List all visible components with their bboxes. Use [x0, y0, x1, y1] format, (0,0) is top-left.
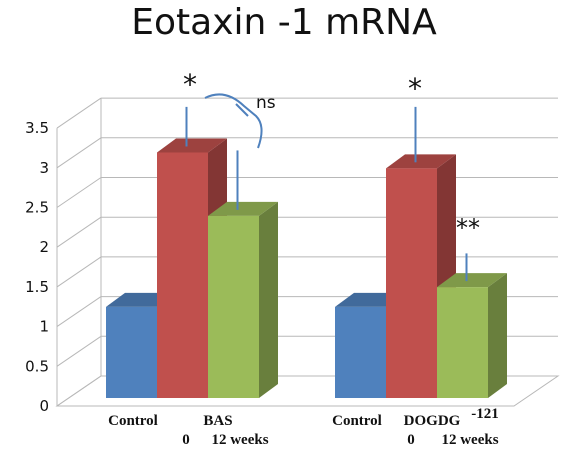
ns-bracket [204, 93, 263, 149]
side-grid-line [56, 137, 102, 169]
y-tick-label: 3 [39, 159, 49, 177]
y-tick-label: 0.5 [25, 357, 49, 375]
bar-top [386, 154, 456, 169]
side-grid-line [56, 177, 102, 208]
side-grid-line [56, 97, 102, 129]
side-grid-line [56, 256, 102, 288]
bar [106, 306, 157, 398]
bar [437, 287, 488, 398]
bar [386, 168, 437, 398]
ns-label: ns [256, 93, 276, 113]
category-label: 0 [407, 432, 415, 448]
bar [157, 152, 208, 398]
side-grid-line [56, 335, 102, 367]
y-tick-label: 1.5 [25, 278, 49, 296]
category-label: 0 [182, 432, 190, 448]
significance-marker: * [183, 68, 197, 101]
y-tick-label: 2 [39, 238, 49, 256]
significance-marker: ** [456, 214, 480, 242]
y-tick-label: 3.5 [25, 119, 49, 137]
category-label: 12 weeks [211, 432, 268, 448]
y-tick-label: 2.5 [25, 199, 49, 217]
ns-bracket-tick [235, 103, 249, 117]
category-label: Control [108, 413, 158, 429]
category-label: -121 [471, 406, 499, 422]
category-label: Control [332, 413, 382, 429]
bar-top [208, 201, 278, 216]
bar-top [437, 273, 507, 288]
category-label: DOGDG [404, 413, 461, 429]
y-tick-label: 0 [39, 397, 49, 415]
bar-top [157, 138, 227, 153]
y-tick-label: 1 [39, 318, 49, 336]
side-grid-line [56, 216, 102, 248]
category-label: 12 weeks [441, 432, 498, 448]
bar [208, 215, 259, 398]
chart-floor [55, 375, 560, 407]
side-grid-line [56, 296, 102, 328]
bar [335, 306, 386, 398]
bar-side [488, 273, 507, 398]
bar-side [259, 201, 278, 398]
chart-title: Eotaxin -1 mRNA [131, 2, 437, 43]
category-label: BAS [203, 413, 232, 429]
significance-marker: * [408, 72, 422, 105]
